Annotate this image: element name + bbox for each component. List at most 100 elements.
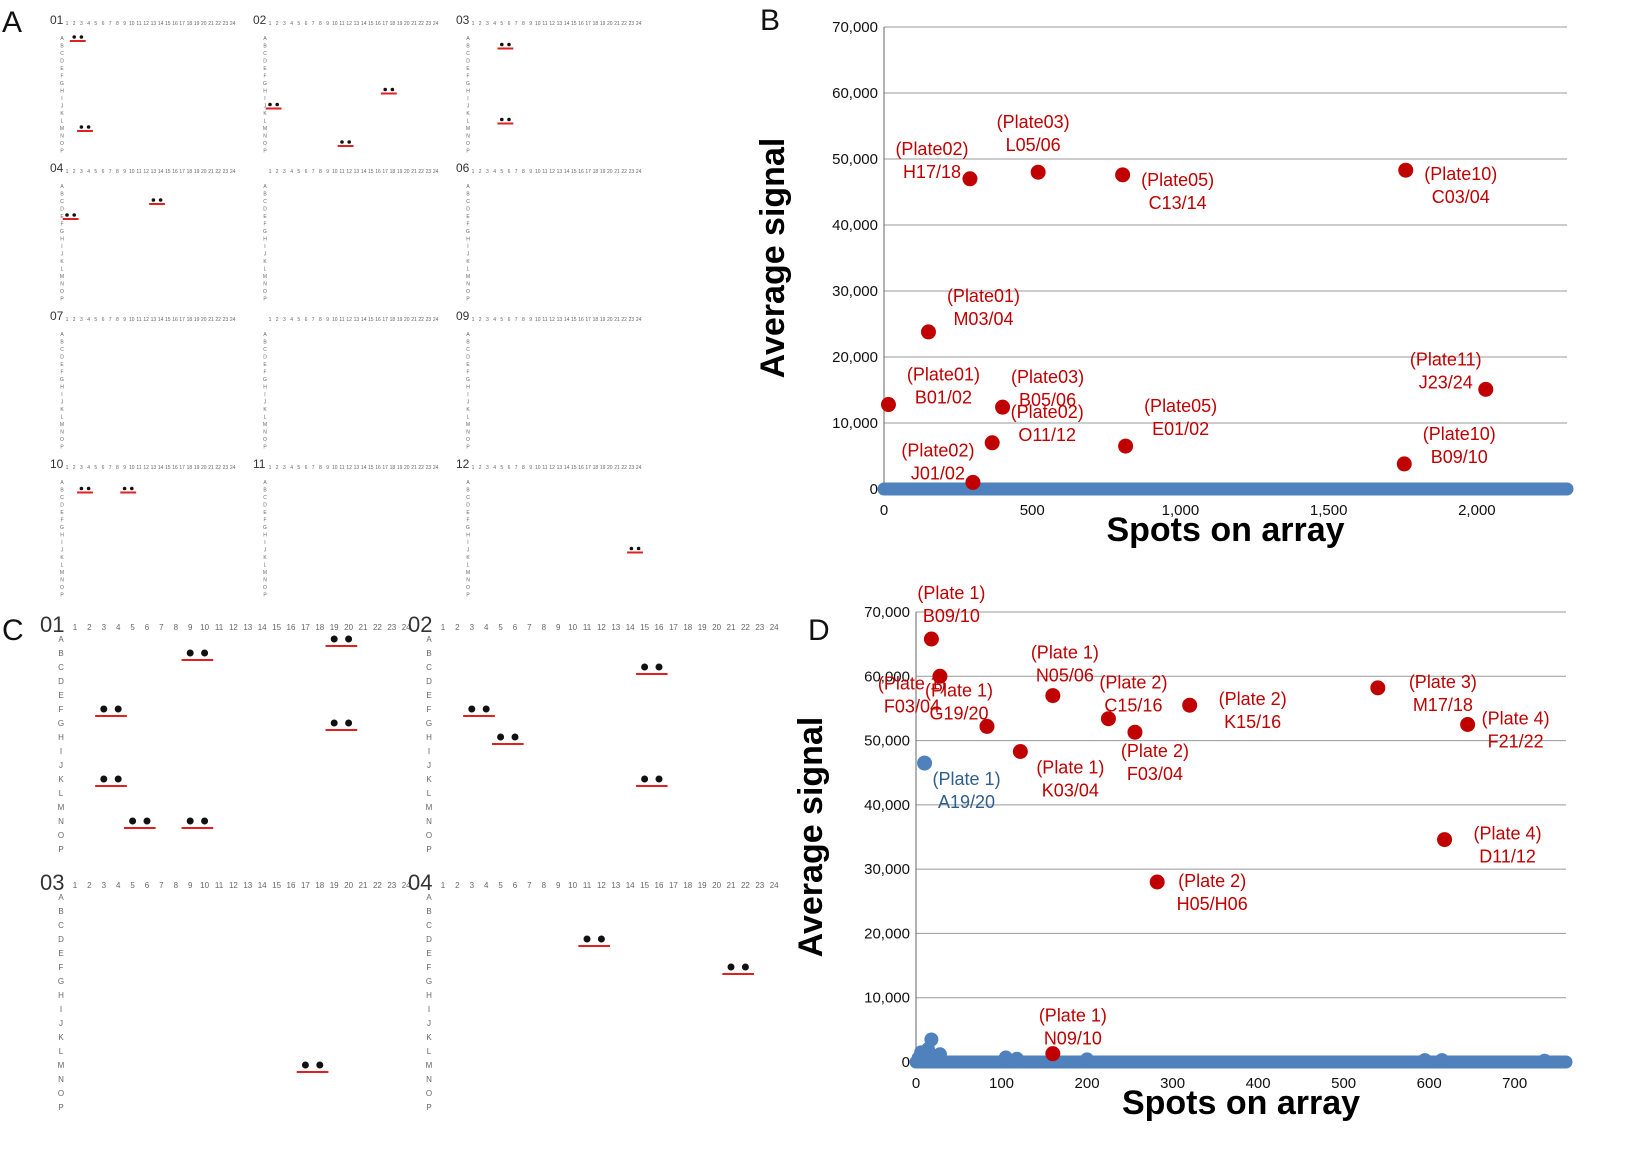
plate-column-label: 20 [201,21,207,27]
plate-row-label: O [263,141,267,147]
plate-column-label: 21 [614,465,620,471]
plate-column-label: 16 [172,169,178,175]
plate-column-label: 11 [215,881,224,890]
plate-column-label: 6 [508,465,511,471]
spot-dot [507,42,511,47]
plate-column-label: 6 [508,317,511,323]
spot-dot [655,775,663,783]
spot-dot [330,635,338,643]
plate-column-label: 17 [382,465,388,471]
plate-row-label: P [60,149,64,155]
plate-row-label: H [466,385,470,391]
point-label-line: C03/04 [1432,187,1490,207]
plate-column-label: 5 [297,169,300,175]
plate-column-label: 17 [382,21,388,27]
plate-column-label: 9 [188,623,193,632]
plate-row-label: A [60,36,64,42]
plate-row-label: J [61,400,64,406]
point-label-line: K03/04 [1042,781,1099,801]
point-label-line: (Plate02) [901,440,974,460]
spot-dot [186,649,194,657]
plate-column-label: 5 [500,317,503,323]
plate-column-label: 16 [375,21,381,27]
plate-column-label: 10 [535,317,541,323]
spot-dot [86,486,91,491]
spot-dot [629,546,634,551]
plate-column-label: 24 [433,317,439,323]
plate-row-label: I [467,96,468,102]
plate-row-label: G [60,377,64,383]
plate-column-label: 7 [515,21,518,27]
plate-column-label: 1 [472,21,475,27]
plate-row-label: G [263,377,267,383]
plate-row-label: P [263,445,267,451]
data-point [1182,697,1198,713]
plate-row-label: B [60,488,64,494]
plate-column-label: 8 [116,21,119,27]
point-label-line: F03/04 [884,696,940,716]
plate-column-label: 19 [397,21,403,27]
spot-dot [114,775,122,783]
plate-column-label: 24 [230,317,236,323]
plate-row-label: F [466,222,469,228]
plate-row-label: O [466,437,470,443]
plate-column-label: 11 [136,465,141,471]
plate-row-label: P [58,845,63,854]
chart-d: 0 10,000 20,000 30,000 40,000 50,000 60,000 70,… [792,583,1573,1122]
x-tick-label: 600 [1417,1075,1442,1092]
spot-dot [741,963,749,971]
spot-dot [330,719,338,727]
plate-column-label: 23 [426,21,432,27]
point-label-line: B05/06 [1019,390,1076,410]
point-label-line: (Plate 1) [1031,643,1099,663]
plate-column-label: 18 [683,881,692,890]
y-tick-label: 50,000 [832,151,878,168]
plate-column-label: 14 [361,169,367,175]
plate-row-label: D [58,677,64,686]
plate-column-label: 19 [600,317,606,323]
plate-column-label: 15 [571,465,577,471]
plate-column-label: 6 [513,881,518,890]
plate-row-label: A [263,480,267,486]
y-axis-title: Average signal [754,138,792,379]
plate-row-label: F [263,370,266,376]
plate-row-label: K [60,259,64,265]
plate-column-label: 9 [123,465,126,471]
plate-column-label: 22 [373,881,382,890]
plate-row-label: L [61,119,64,125]
plate-column-label: 24 [433,21,439,27]
plate-column-label: 23 [755,623,764,632]
plate-row-label: F [466,518,469,524]
point-label-line: C13/14 [1149,193,1207,213]
plate-column-label: 15 [165,21,171,27]
plate-column-label: 11 [136,21,141,27]
plate-row-label: F [60,74,63,80]
plate-column-label: 4 [290,169,293,175]
spot-dot [301,1061,309,1069]
point-label-line: J01/02 [911,463,965,483]
plate-row-label: P [466,445,470,451]
plate-column-label: 11 [339,169,344,175]
plate-row-label: A [426,635,432,644]
plate-column-label: 15 [571,21,577,27]
plate-column-label: 14 [361,21,367,27]
data-point [1030,164,1046,180]
plate-column-label: 7 [159,623,164,632]
point-label-line: L05/06 [1006,135,1061,155]
plate-column-label: 23 [629,169,635,175]
plate-row-label: J [59,1019,63,1028]
plate-column-label: 1 [472,169,475,175]
plate-column-label: 17 [179,21,185,27]
plate-row-label: B [58,649,63,658]
plate-column-label: 12 [597,881,606,890]
plate-column-label: 3 [470,881,475,890]
plate-column-label: 15 [368,21,374,27]
plate-row-label: P [263,297,267,303]
plate-row-label: M [466,570,470,576]
plate-row-label: O [263,289,267,295]
point-label-line: C15/16 [1104,696,1162,716]
plate-column-label: 2 [73,169,76,175]
plate-column-label: 8 [116,317,119,323]
plate-column-label: 6 [102,21,105,27]
plate-column-label: 18 [390,465,396,471]
